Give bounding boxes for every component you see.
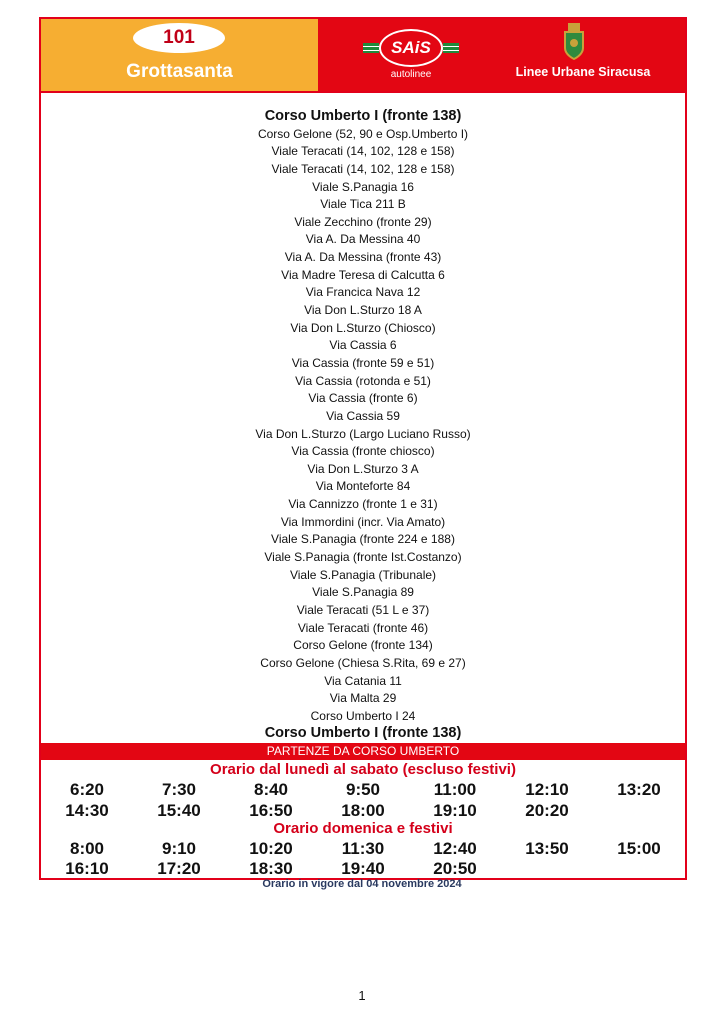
departure-time: 7:30 xyxy=(161,780,197,799)
holiday-times-row: 8:00 9:10 10:20 11:30 12:40 13:50 15:00 xyxy=(41,839,685,859)
stop-item: Viale S.Panagia (Tribunale) xyxy=(289,567,437,582)
departure-time: 15:00 xyxy=(617,839,661,858)
stop-item: Via Francica Nava 12 xyxy=(305,285,421,300)
stop-item: Corso Umberto I 24 xyxy=(310,708,416,723)
weekday-times-row: 14:30 15:40 16:50 18:00 19:10 20:20 xyxy=(41,801,685,821)
departure-time: 12:40 xyxy=(433,839,477,858)
holiday-times-row: 16:10 17:20 18:30 19:40 20:50 xyxy=(41,859,685,879)
departure-time: 18:00 xyxy=(341,801,385,820)
departure-time: 18:30 xyxy=(249,859,293,878)
stop-item: Via Don L.Sturzo 3 A xyxy=(307,461,419,476)
departure-time: 11:30 xyxy=(341,839,385,858)
stop-item: Corso Umberto I (fronte 138) xyxy=(264,725,462,742)
departure-time: 19:40 xyxy=(341,859,385,878)
stop-item: Viale Teracati (14, 102, 128 e 158) xyxy=(271,161,455,176)
stop-item: Viale S.Panagia 89 xyxy=(312,585,414,600)
validity-note: Orario in vigore dal 04 novembre 2024 xyxy=(262,878,462,890)
stop-item: Via Immordini (incr. Via Amato) xyxy=(280,514,446,529)
stop-item: Via Cassia 6 xyxy=(329,338,397,353)
stop-list: Corso Umberto I (fronte 138) Corso Gelone… xyxy=(41,108,685,743)
departure-time: 6:20 xyxy=(69,780,105,799)
departure-time: 20:50 xyxy=(433,859,477,878)
holiday-title: Orario domenica e festivi xyxy=(273,820,453,837)
stop-item: Via A. Da Messina 40 xyxy=(305,232,421,247)
stop-item: Corso Gelone (Chiesa S.Rita, 69 e 27) xyxy=(260,655,466,670)
departure-time: 19:10 xyxy=(433,801,477,820)
departure-time: 10:20 xyxy=(249,839,293,858)
timetable-frame: 101 Grottasanta SAiS autolinee Linee Urb… xyxy=(39,17,687,880)
departure-time: 9:10 xyxy=(161,839,197,858)
stop-item: Viale S.Panagia (fronte Ist.Costanzo) xyxy=(264,550,462,565)
stop-item: Viale Teracati (14, 102, 128 e 158) xyxy=(271,144,455,159)
stop-item: Viale Teracati (fronte 46) xyxy=(297,620,429,635)
stop-item: Via Cassia (rotonda e 51) xyxy=(295,373,431,388)
line-number-badge: 101 xyxy=(133,23,225,53)
stop-item: Via A. Da Messina (fronte 43) xyxy=(284,250,442,265)
stop-item: Viale Tica 211 B xyxy=(320,197,406,212)
city-label: Linee Urbane Siracusa xyxy=(515,65,651,79)
city-crest-icon xyxy=(564,23,584,61)
departure-time: 17:20 xyxy=(157,859,201,878)
departures-title: PARTENZE DA CORSO UMBERTO xyxy=(41,743,685,760)
stop-item: Via Cassia 59 xyxy=(326,408,400,423)
stop-item: Viale S.Panagia (fronte 224 e 188) xyxy=(271,532,455,547)
departure-time: 11:00 xyxy=(433,780,477,799)
departure-time xyxy=(593,859,685,879)
stop-item: Viale Teracati (51 L e 37) xyxy=(296,602,430,617)
departure-time: 13:50 xyxy=(525,839,569,858)
logo-subtitle: autolinee xyxy=(390,69,432,80)
stop-item: Via Monteforte 84 xyxy=(315,479,411,494)
page-number: 1 xyxy=(358,988,366,1003)
line-name: Grottasanta xyxy=(126,61,233,82)
departure-time: 20:20 xyxy=(525,801,569,820)
departure-time: 14:30 xyxy=(65,801,109,820)
stop-item: Via Cannizzo (fronte 1 e 31) xyxy=(288,497,438,512)
stop-item: Corso Gelone (fronte 134) xyxy=(293,638,433,653)
stop-item: Via Cassia (fronte 59 e 51) xyxy=(291,355,435,370)
stop-item: Via Cassia (fronte 6) xyxy=(308,391,418,406)
stop-item: Via Don L.Sturzo (Largo Luciano Russo) xyxy=(255,426,471,441)
departure-time: 16:10 xyxy=(65,859,109,878)
stop-item: Viale S.Panagia 16 xyxy=(312,179,414,194)
stop-item: Viale Zecchino (fronte 29) xyxy=(294,214,432,229)
departure-time: 8:00 xyxy=(69,839,105,858)
wing-icon xyxy=(443,43,459,53)
departure-time: 12:10 xyxy=(525,780,569,799)
stop-item: Via Cassia (fronte chiosco) xyxy=(291,444,435,459)
line-panel: 101 Grottasanta xyxy=(41,19,318,91)
sais-logo: SAiS autolinee xyxy=(363,29,459,85)
departure-time: 9:50 xyxy=(345,780,381,799)
departure-time xyxy=(593,801,685,821)
departure-time: 16:50 xyxy=(249,801,293,820)
weekday-times-row: 6:20 7:30 8:40 9:50 11:00 12:10 13:20 xyxy=(41,780,685,800)
stop-item: Corso Gelone (52, 90 e Osp.Umberto I) xyxy=(257,126,469,141)
logo-text: SAiS xyxy=(379,29,443,67)
stop-item: Via Madre Teresa di Calcutta 6 xyxy=(281,267,445,282)
stop-item: Via Don L.Sturzo (Chiosco) xyxy=(290,320,436,335)
weekday-title: Orario dal lunedì al sabato (escluso fes… xyxy=(210,761,516,778)
stop-item: Corso Umberto I (fronte 138) xyxy=(264,108,462,124)
header: 101 Grottasanta SAiS autolinee Linee Urb… xyxy=(41,19,685,93)
departure-time: 15:40 xyxy=(157,801,201,820)
stop-item: Via Catania 11 xyxy=(324,673,402,688)
wing-icon xyxy=(363,43,379,53)
stop-item: Via Malta 29 xyxy=(329,691,397,706)
departure-time: 13:20 xyxy=(617,780,661,799)
departure-time: 8:40 xyxy=(253,780,289,799)
stop-item: Via Don L.Sturzo 18 A xyxy=(304,303,422,318)
departure-time xyxy=(501,859,593,879)
